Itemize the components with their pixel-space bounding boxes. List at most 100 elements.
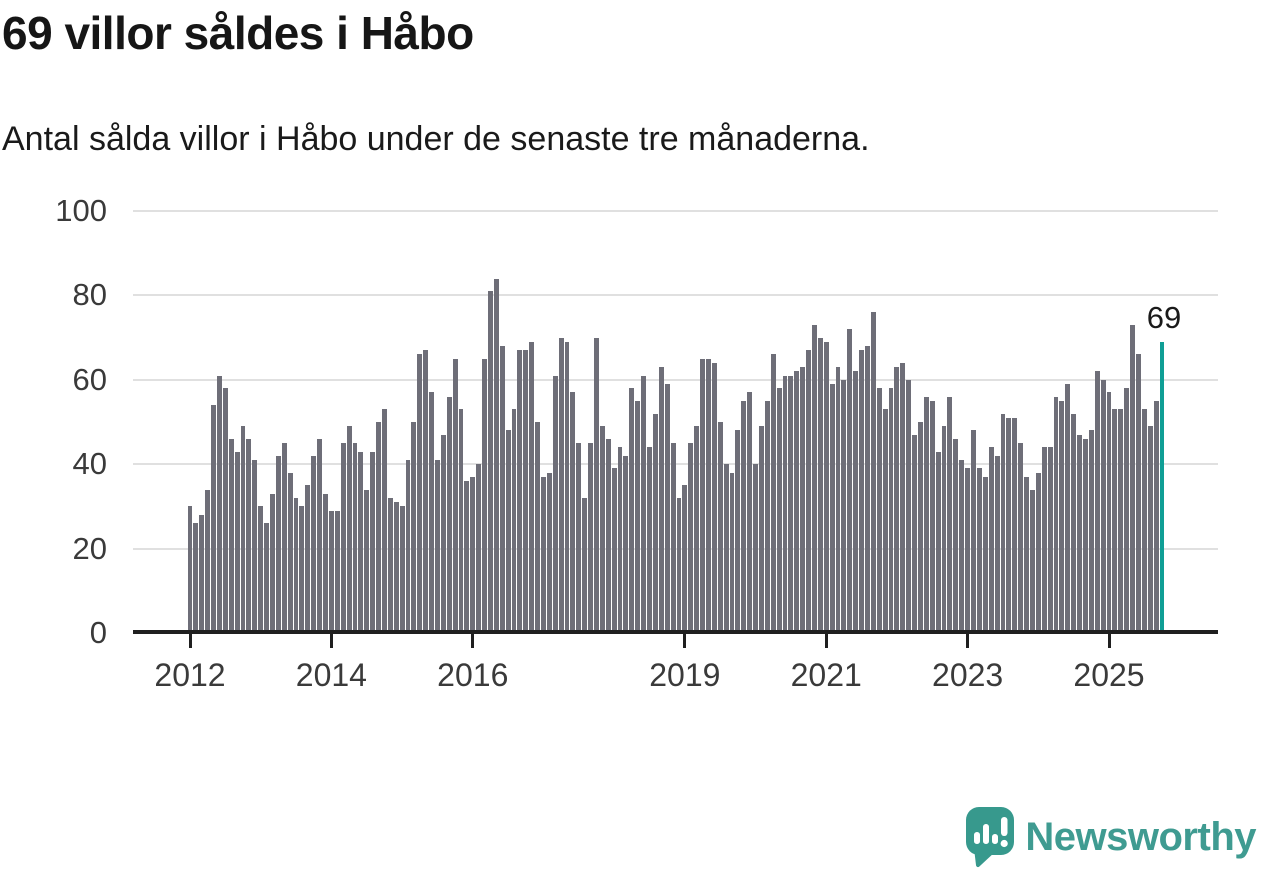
bar <box>476 464 482 633</box>
bar <box>340 443 346 633</box>
bar <box>1147 426 1153 633</box>
highlight-bar <box>1159 341 1165 633</box>
bar <box>623 455 629 633</box>
bar <box>393 502 399 633</box>
newsworthy-logo-icon <box>966 807 1015 867</box>
bar <box>246 438 252 633</box>
bar <box>523 350 529 633</box>
bar <box>1012 417 1018 633</box>
gridline-y-60 <box>133 378 1218 381</box>
bar <box>817 337 823 633</box>
bar <box>865 346 870 633</box>
chart-subtitle: Antal sålda villor i Håbo under de senas… <box>2 120 870 158</box>
bar <box>894 367 900 633</box>
bar <box>1029 489 1035 633</box>
x-axis-tick-2016 <box>471 634 475 648</box>
bar <box>493 278 499 633</box>
bar <box>700 358 705 633</box>
bar <box>1059 400 1065 633</box>
bar <box>588 443 594 633</box>
bar <box>275 455 281 633</box>
bar <box>270 493 275 633</box>
bar <box>505 430 511 633</box>
bar <box>1035 472 1041 633</box>
bar <box>947 396 953 633</box>
bar <box>976 468 982 633</box>
x-axis-tick-2012 <box>188 634 192 648</box>
bar <box>676 497 682 633</box>
bar <box>859 350 865 633</box>
bar <box>205 489 211 633</box>
bar <box>452 358 458 633</box>
bar <box>764 400 770 633</box>
bar <box>682 485 688 633</box>
bar <box>541 476 546 633</box>
bar <box>959 459 965 633</box>
gridline-y-80 <box>133 294 1218 297</box>
bar <box>835 367 841 633</box>
bar <box>193 523 199 633</box>
bar <box>870 312 876 633</box>
bar <box>841 379 847 633</box>
x-axis-tick-2025 <box>1107 634 1111 648</box>
bar <box>299 506 305 633</box>
bar <box>240 426 246 633</box>
bar <box>994 455 1000 633</box>
bar <box>222 388 228 633</box>
bar <box>965 468 971 633</box>
bar <box>918 422 923 633</box>
bar <box>582 497 588 633</box>
bar <box>234 451 240 633</box>
bar <box>1088 430 1094 633</box>
x-axis-tick-2019 <box>683 634 687 648</box>
bar <box>199 514 205 633</box>
bar <box>853 371 859 633</box>
bar <box>487 291 493 633</box>
bar <box>293 497 299 633</box>
bar <box>753 464 758 633</box>
bar <box>788 375 794 633</box>
bar <box>1077 434 1082 633</box>
bar <box>423 350 429 633</box>
y-axis-tick-label: 0 <box>89 615 107 650</box>
bar <box>1047 447 1053 633</box>
bar <box>806 350 811 633</box>
bar <box>758 426 764 633</box>
bar <box>358 451 364 633</box>
bar <box>829 384 835 633</box>
bar <box>823 341 829 633</box>
bar <box>458 409 464 633</box>
bar <box>499 346 505 633</box>
bar <box>641 375 647 633</box>
bar <box>399 506 405 633</box>
bar <box>511 409 517 633</box>
bar <box>971 430 976 633</box>
bar <box>317 438 323 633</box>
bar <box>228 438 234 633</box>
bar <box>876 388 882 633</box>
x-axis-tick-2021 <box>824 634 828 648</box>
bar <box>1071 413 1077 633</box>
bar <box>888 388 894 633</box>
bar <box>941 426 947 633</box>
gridline-y-40 <box>133 463 1218 466</box>
highlight-value-label: 69 <box>1146 299 1182 335</box>
x-axis-tick-label: 2016 <box>437 657 509 693</box>
bar <box>287 472 293 633</box>
bar <box>594 337 599 633</box>
bar <box>1065 384 1071 633</box>
chart-title: 69 villor såldes i Håbo <box>2 7 474 59</box>
bar <box>352 443 358 633</box>
bar <box>705 358 711 633</box>
y-axis-tick-label: 80 <box>72 277 107 313</box>
bar <box>346 426 352 633</box>
bar <box>411 422 417 633</box>
bar <box>605 438 611 633</box>
x-axis-tick-label: 2019 <box>649 657 721 693</box>
bar <box>552 375 558 633</box>
bar <box>376 422 381 633</box>
bar <box>1124 388 1130 633</box>
x-axis-tick-label: 2023 <box>932 657 1004 693</box>
bar <box>982 476 988 633</box>
